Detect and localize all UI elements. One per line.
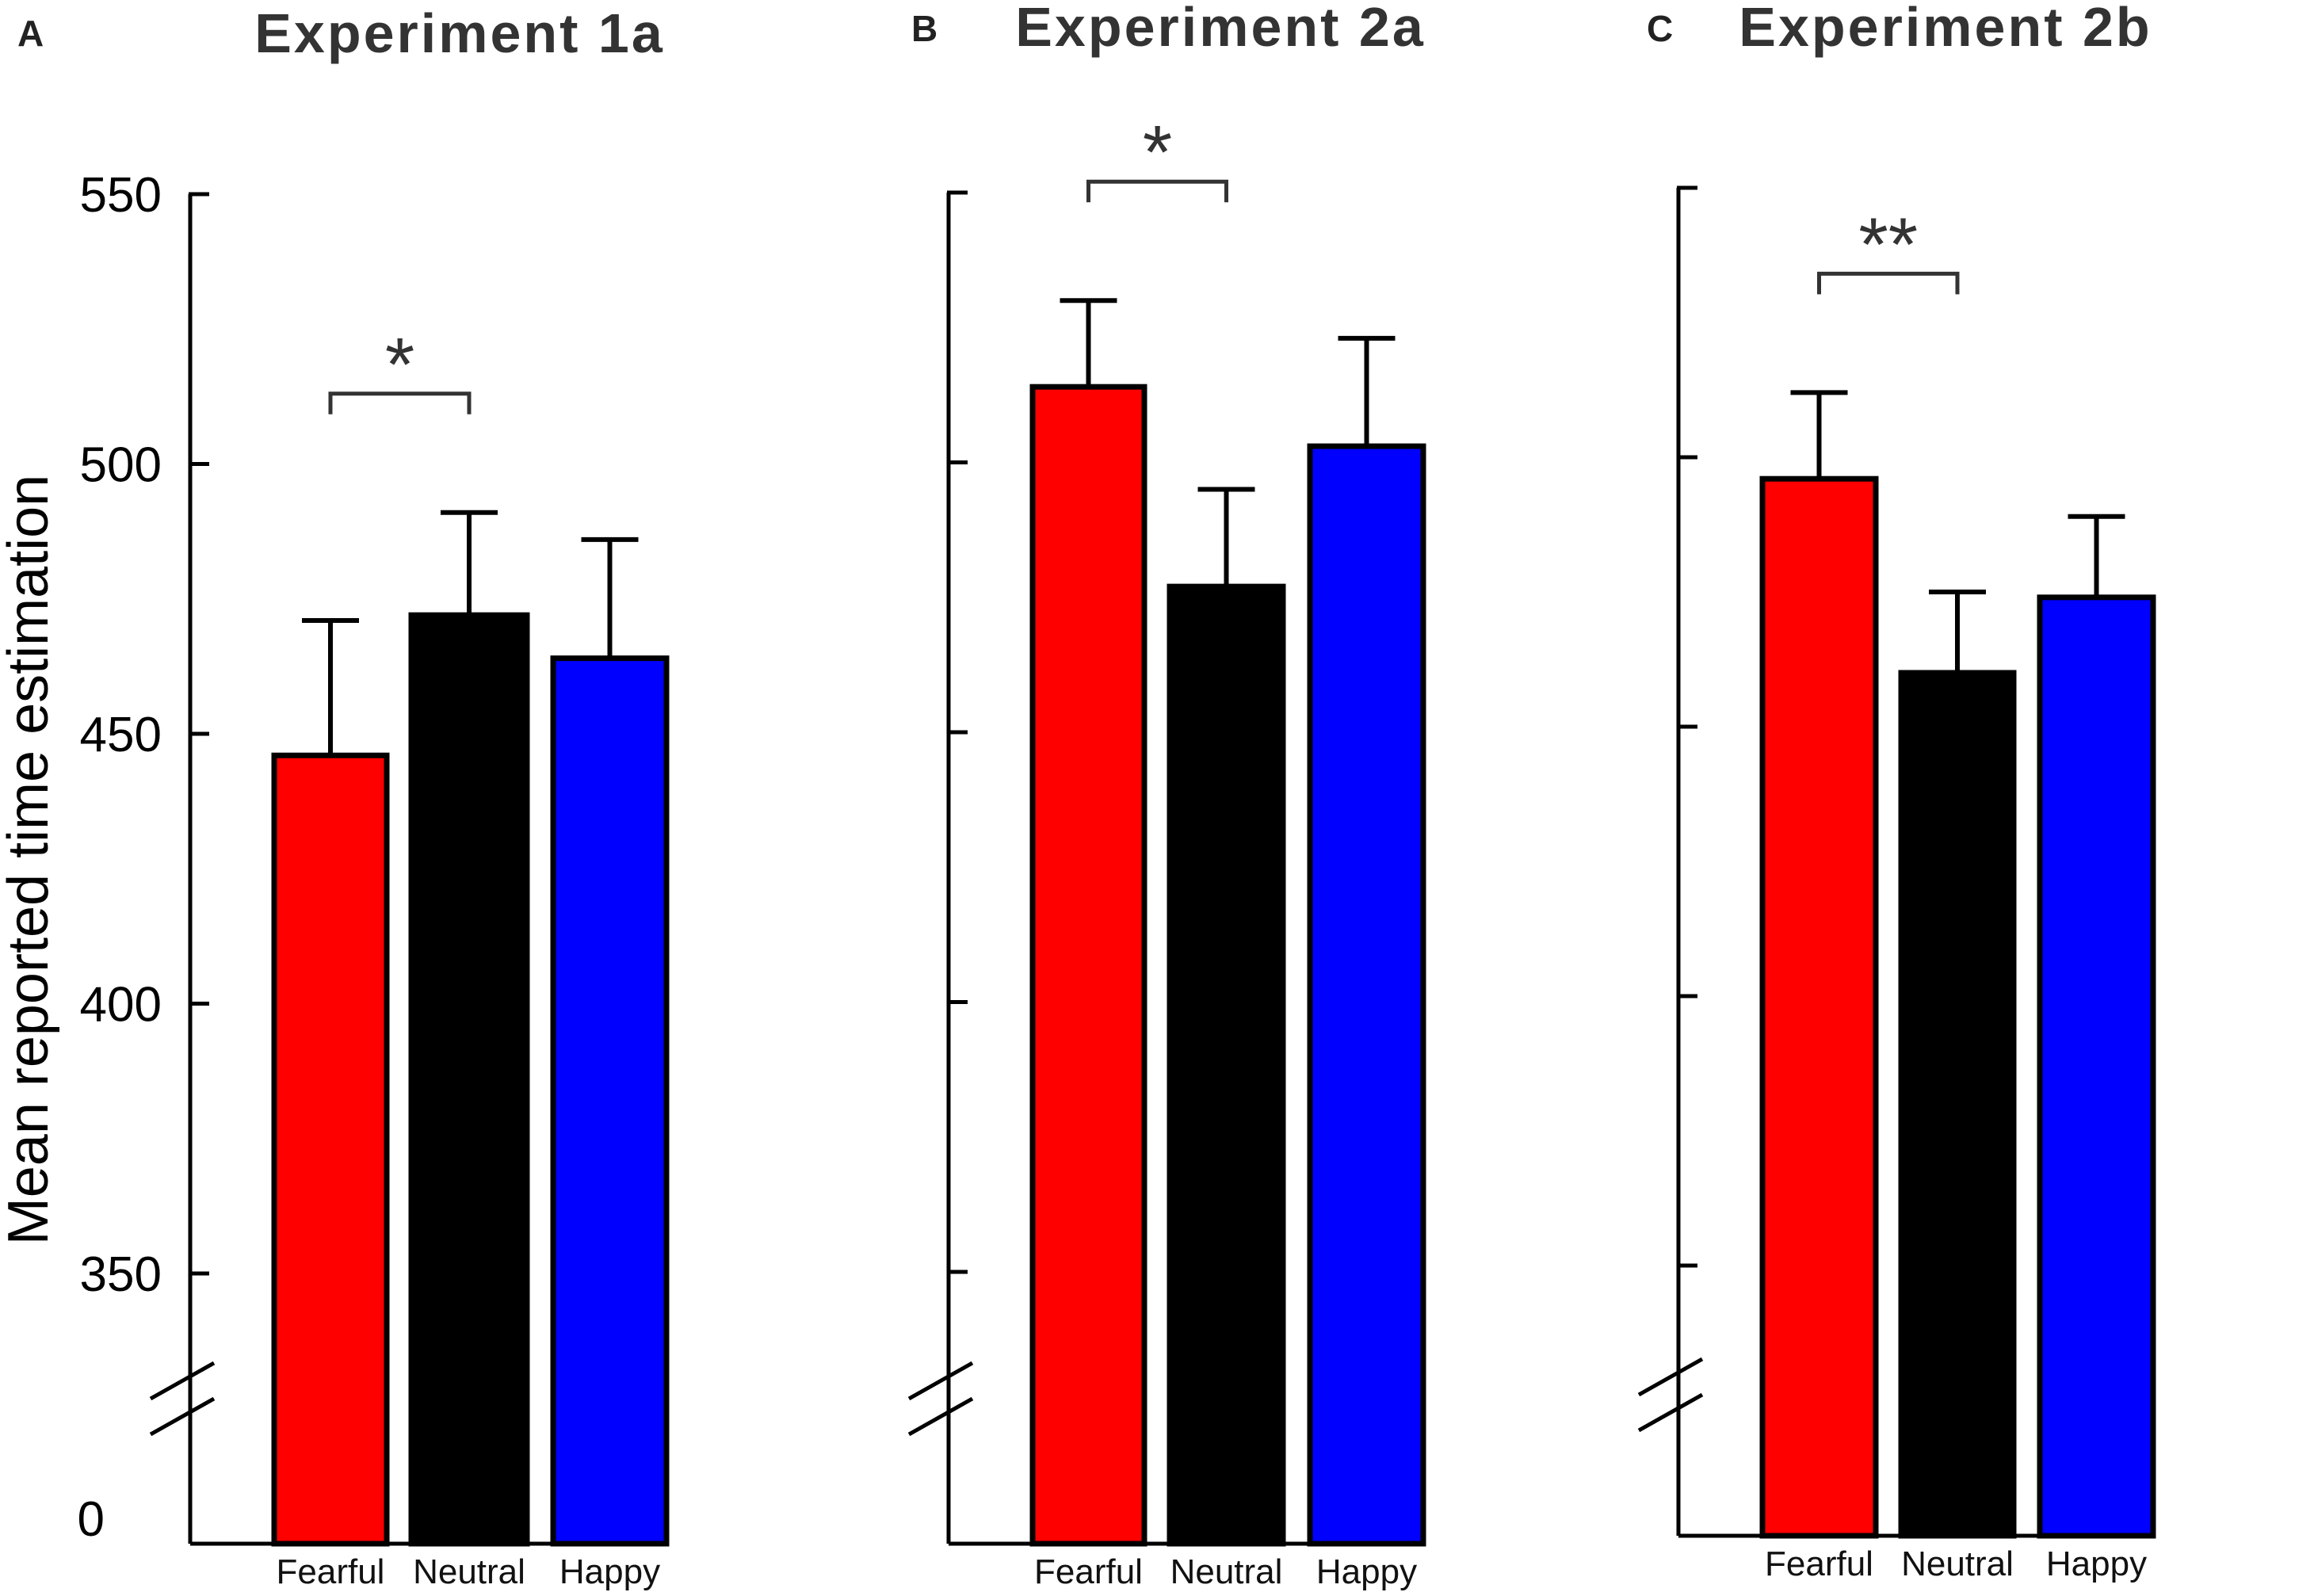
y-axis-label: Mean reported time estimation bbox=[0, 475, 60, 1245]
y-tick-label: 550 bbox=[80, 168, 162, 223]
x-tick-label: Neutral bbox=[1170, 1552, 1283, 1591]
axis-break-mark bbox=[1637, 1392, 1704, 1433]
bar-fearful bbox=[1029, 384, 1147, 1547]
significance-bracket bbox=[1817, 271, 1960, 295]
bar-happy bbox=[1307, 443, 1426, 1547]
bar-fearful bbox=[271, 752, 390, 1547]
panel-title: Experiment 2a bbox=[1015, 0, 1426, 58]
x-tick-label: Fearful bbox=[1034, 1552, 1143, 1591]
axis-break-mark bbox=[907, 1361, 974, 1401]
x-tick-label: Happy bbox=[1316, 1552, 1417, 1591]
x-tick-label: Happy bbox=[559, 1552, 660, 1591]
significance-stars: ** bbox=[1858, 202, 1918, 287]
x-tick-label: Happy bbox=[2046, 1544, 2147, 1583]
y-tick-label: 350 bbox=[80, 1247, 162, 1302]
axis-break-mark bbox=[907, 1396, 974, 1437]
significance-stars: * bbox=[1143, 110, 1172, 195]
x-tick-label: Fearful bbox=[1765, 1544, 1873, 1583]
panel-letter: B bbox=[911, 8, 937, 49]
panel-b: B Experiment 2a Fearful Neutral Happy * bbox=[907, 0, 1426, 1591]
panel-letter: C bbox=[1647, 8, 1673, 49]
bar-fearful bbox=[1759, 475, 1879, 1539]
x-tick-label: Neutral bbox=[413, 1552, 525, 1591]
axis-break-mark bbox=[149, 1361, 216, 1401]
panel-letter: A bbox=[17, 13, 44, 54]
y-tick-label: 450 bbox=[80, 708, 162, 762]
y-tick-label: 500 bbox=[80, 438, 162, 493]
bar-happy bbox=[2037, 594, 2156, 1539]
significance-stars: * bbox=[385, 323, 414, 407]
bar-neutral bbox=[1898, 670, 2017, 1539]
y-zero-label: 0 bbox=[78, 1492, 105, 1547]
x-tick-label: Neutral bbox=[1901, 1544, 2014, 1583]
panel-c: C Experiment 2b Fearful Neutral Happy ** bbox=[1637, 0, 2156, 1583]
significance-bracket bbox=[328, 391, 472, 414]
significance-bracket bbox=[1086, 179, 1228, 203]
panel-title: Experiment 2b bbox=[1739, 0, 2152, 58]
panel-title: Experiment 1a bbox=[254, 2, 665, 64]
axis-break-mark bbox=[1637, 1357, 1704, 1397]
panel-a: A Experiment 1a 350 400 450 500 550 0 Fearful N… bbox=[17, 2, 670, 1591]
axis-break-mark bbox=[149, 1396, 216, 1437]
x-tick-label: Fearful bbox=[277, 1552, 385, 1591]
bar-neutral bbox=[408, 612, 530, 1547]
bar-happy bbox=[550, 655, 670, 1547]
y-tick-label: 400 bbox=[80, 978, 162, 1033]
bar-neutral bbox=[1167, 583, 1286, 1547]
